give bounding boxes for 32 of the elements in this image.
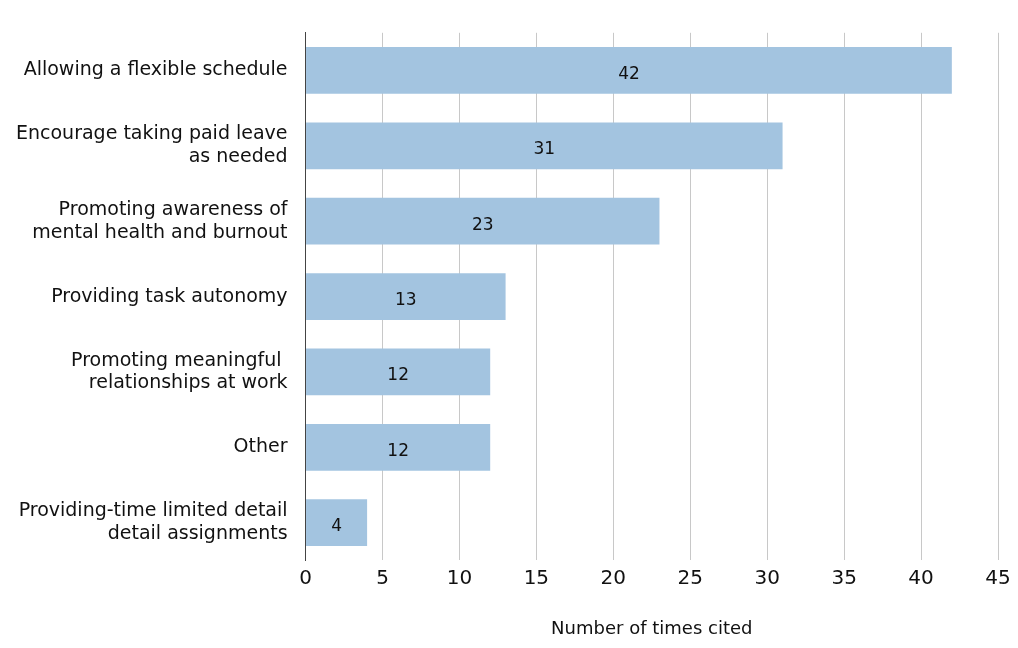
bar (306, 348, 491, 396)
x-axis-title: Number of times cited (551, 616, 753, 638)
bar (306, 499, 368, 547)
y-tick-label: Providing-time limited detail detail assignments (18, 498, 288, 544)
bar (306, 122, 783, 170)
bar (306, 47, 952, 94)
data-label: 4 (331, 515, 342, 536)
x-tick-label: 30 (754, 564, 780, 589)
bar (306, 273, 506, 320)
y-tick-label: Allowing a flexible schedule (23, 57, 288, 80)
x-tick-label: 20 (600, 564, 627, 589)
y-tick-label: Encourage taking paid leave as needed (15, 121, 288, 167)
data-label: 12 (387, 439, 409, 460)
x-tick-label: 25 (677, 564, 703, 589)
bar (306, 197, 660, 245)
data-label: 42 (618, 62, 640, 83)
data-label: 31 (533, 138, 556, 159)
data-label: 12 (387, 364, 409, 385)
x-tick-label: 35 (831, 564, 857, 589)
data-label: 23 (471, 213, 494, 234)
y-tick-label: Promoting meaningful relationships at work (71, 347, 288, 393)
x-tick-label: 0 (299, 564, 312, 589)
data-label: 13 (395, 289, 417, 310)
bar (306, 423, 491, 471)
x-tick-label: 5 (376, 564, 389, 589)
x-tick-label: 10 (446, 564, 473, 589)
y-tick-label: Other (233, 434, 288, 457)
y-tick-label: Promoting awareness of mental health and burnout (32, 196, 289, 242)
x-tick-label: 45 (985, 564, 1011, 589)
x-tick-label: 15 (523, 564, 550, 589)
y-tick-label: Providing task autonomy (51, 283, 288, 306)
x-tick-label: 40 (908, 564, 934, 589)
